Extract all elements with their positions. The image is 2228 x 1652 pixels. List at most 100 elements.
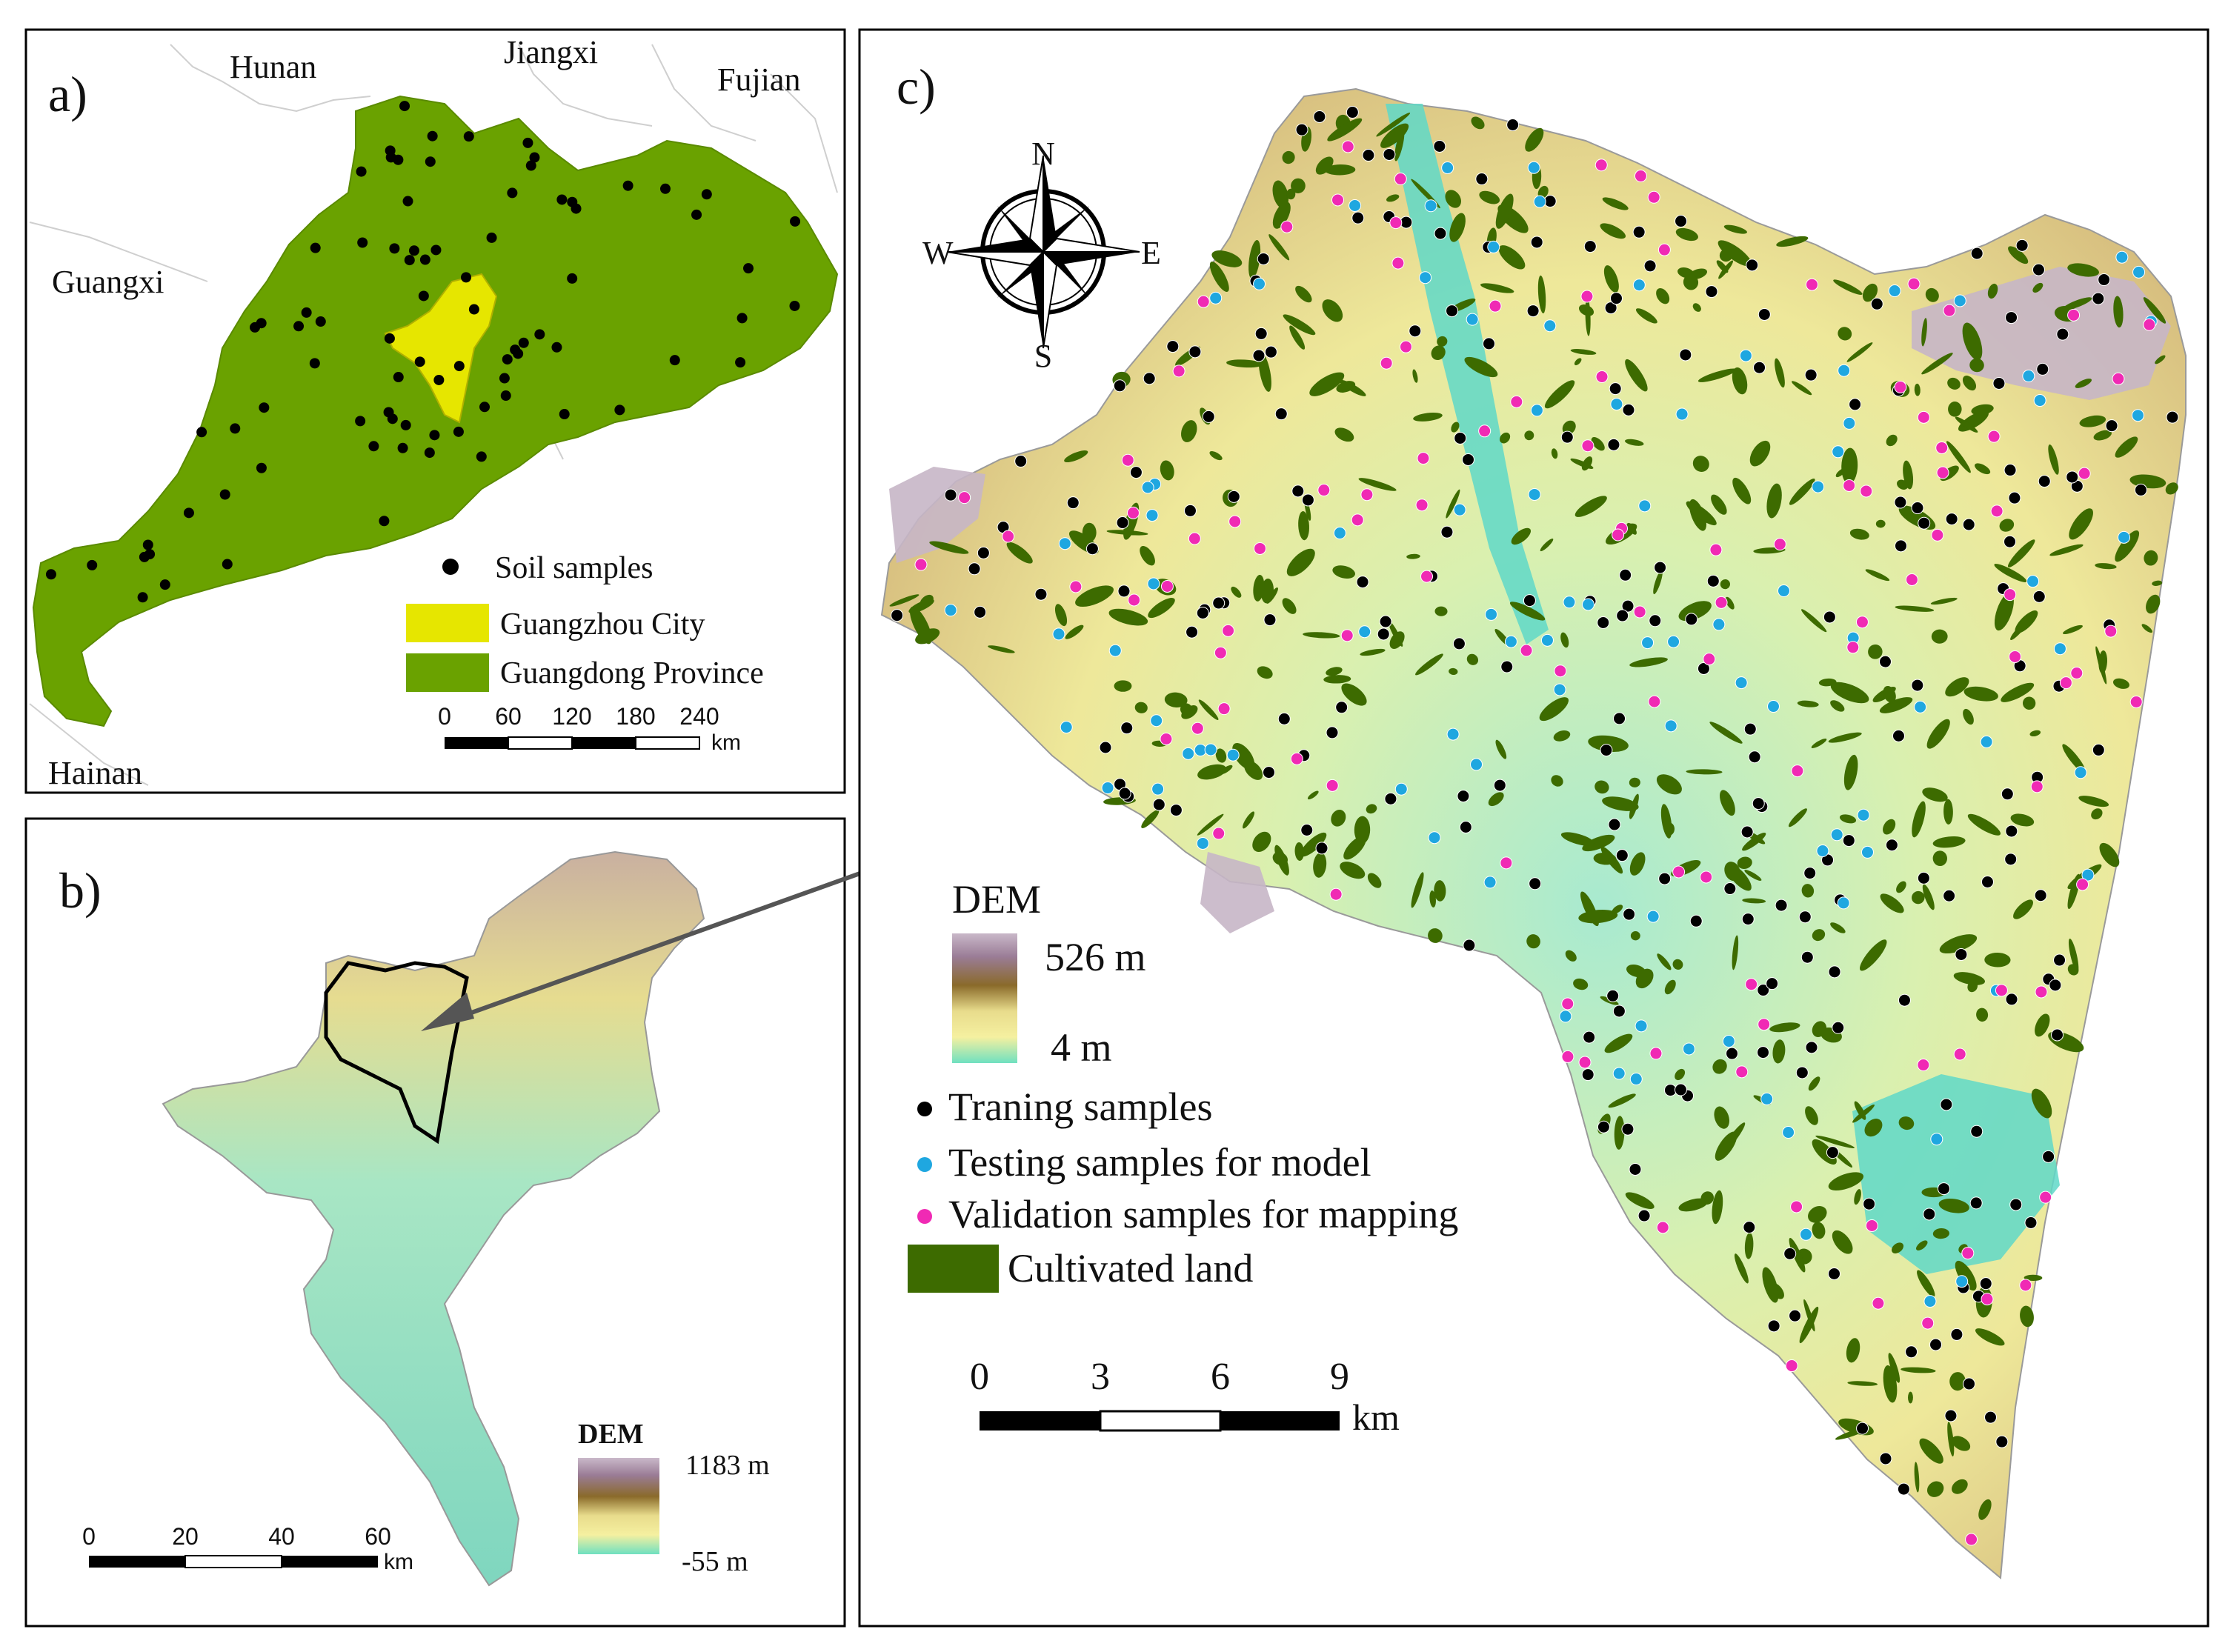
testing-sample-point [1812, 480, 1825, 493]
scale-a-tick-1: 60 [495, 703, 522, 730]
cultivated-land-patch [1772, 1039, 1786, 1064]
validation-sample-point [1478, 424, 1492, 438]
cultivated-land-patch [1895, 605, 1935, 612]
training-sample-point [1643, 259, 1657, 273]
cultivated-land-patch [1932, 1228, 1949, 1239]
cultivated-land-patch [1775, 358, 1785, 388]
cultivated-land-patch [1498, 245, 1526, 270]
training-sample-point [1301, 493, 1314, 507]
training-sample-point [1113, 379, 1126, 393]
legend-validation-label: Validation samples for mapping [948, 1192, 1458, 1236]
training-sample-point [2092, 292, 2105, 305]
validation-sample-point [1290, 752, 1303, 765]
validation-sample-point [2143, 318, 2156, 331]
training-sample-point [1879, 1452, 1892, 1465]
training-sample-point [1523, 594, 1536, 607]
cultivated-land-patch [1686, 501, 1717, 526]
cultivated-land-patch [2010, 813, 2035, 827]
training-sample-point [1526, 304, 1540, 318]
cultivated-land-patch [1324, 164, 1356, 176]
guangdong-province-shape [32, 95, 839, 727]
validation-sample-point [1758, 1018, 1771, 1031]
testing-sample-point [1667, 635, 1680, 648]
cultivated-land-patch [1952, 1436, 1971, 1451]
training-sample-point [1705, 285, 1718, 299]
cultivated-land-patch [1560, 632, 1569, 648]
validation-sample-point [1510, 395, 1523, 408]
cultivated-land-patch [1500, 432, 1511, 444]
cultivated-land-patch [2067, 263, 2099, 277]
cultivated-land-patch [1675, 227, 1698, 242]
training-sample-point [1979, 1277, 1992, 1290]
training-sample-point [1530, 236, 1543, 249]
cultivated-land-patch [1334, 427, 1354, 442]
cultivated-land-patch [1828, 1172, 1864, 1191]
cultivated-land-patch [1803, 1299, 1815, 1332]
scale-c-tick-2: 6 [1211, 1356, 1230, 1398]
cultivated-land-patch [2079, 415, 2106, 427]
cultivated-land-patch [2001, 682, 2035, 702]
soil-sample-point [571, 203, 582, 214]
cultivated-land-patch [1434, 606, 1448, 616]
cultivated-land-patch [1602, 197, 1629, 210]
soil-sample-point [404, 255, 415, 266]
scale-b-tick-1: 20 [172, 1523, 199, 1550]
cultivated-land-patch [1471, 116, 1485, 130]
training-sample-point [1152, 798, 1165, 811]
cultivated-land-patch [1446, 489, 1460, 519]
cultivated-land-patch [1963, 686, 1998, 702]
panel-c-dem-min: 4 m [1051, 1025, 1112, 1070]
cultivated-land-patch [2095, 563, 2117, 570]
cultivated-land-patch [1897, 479, 1909, 490]
cultivated-land-patch [1908, 1391, 1913, 1404]
soil-sample-point [425, 156, 436, 167]
cultivated-land-patch [1711, 494, 1727, 515]
testing-sample-point [1832, 445, 1845, 459]
cultivated-land-patch [1544, 380, 1575, 409]
testing-sample-point [1559, 1010, 1572, 1023]
soil-sample-point [389, 243, 400, 254]
cultivated-land-patch [1789, 1238, 1806, 1273]
panel-b-dem-title: DEM [578, 1419, 644, 1450]
training-sample-point [1752, 797, 1765, 810]
cultivated-land-patch [1367, 873, 1382, 888]
cultivated-land-patch [2075, 379, 2092, 388]
training-sample-point [1654, 561, 1667, 574]
validation-sample-point [1961, 1247, 1975, 1260]
soil-sample-point [502, 354, 513, 365]
cultivated-land-patch [1626, 522, 1637, 535]
cultivated-land-patch [1963, 708, 1974, 725]
testing-sample-point [2074, 766, 2087, 779]
training-sample-point [891, 609, 904, 622]
soil-sample-point [368, 441, 379, 452]
cultivated-land-patch [1843, 754, 1858, 790]
cultivated-land-patch [1946, 441, 1971, 473]
validation-sample-point [1002, 530, 1015, 543]
training-sample-point [1622, 403, 1635, 416]
testing-sample-point [1860, 845, 1874, 859]
training-sample-point [1188, 345, 1202, 359]
cultivated-land-patch [1160, 460, 1174, 481]
training-sample-point [1649, 614, 1662, 627]
soil-sample-point [468, 304, 479, 315]
cultivated-land-patch [1660, 804, 1672, 839]
testing-sample-point [1196, 836, 1209, 850]
cultivated-land-patch [1720, 579, 1730, 590]
cultivated-land-patch [2031, 1088, 2052, 1119]
training-sample-point [1597, 1120, 1610, 1133]
cultivated-land-patch [1846, 1338, 1860, 1363]
validation-sample-point [1329, 887, 1343, 901]
cultivated-land-patch [1683, 274, 1699, 290]
cultivated-land-patch [1591, 437, 1605, 451]
scale-b-tick-3: 60 [365, 1523, 391, 1550]
training-sample-point [2024, 1216, 2038, 1230]
cultivated-land-patch [1551, 448, 1558, 459]
validation-sample-point [1703, 653, 1716, 666]
training-sample-point [2134, 483, 2147, 496]
soil-sample-point [701, 189, 712, 200]
soil-sample-point [453, 426, 464, 437]
cultivated-land-patch [1721, 1122, 1746, 1153]
soil-sample-point [399, 101, 410, 112]
validation-sample-point [1735, 1065, 1749, 1079]
testing-sample-point [1837, 896, 1850, 910]
